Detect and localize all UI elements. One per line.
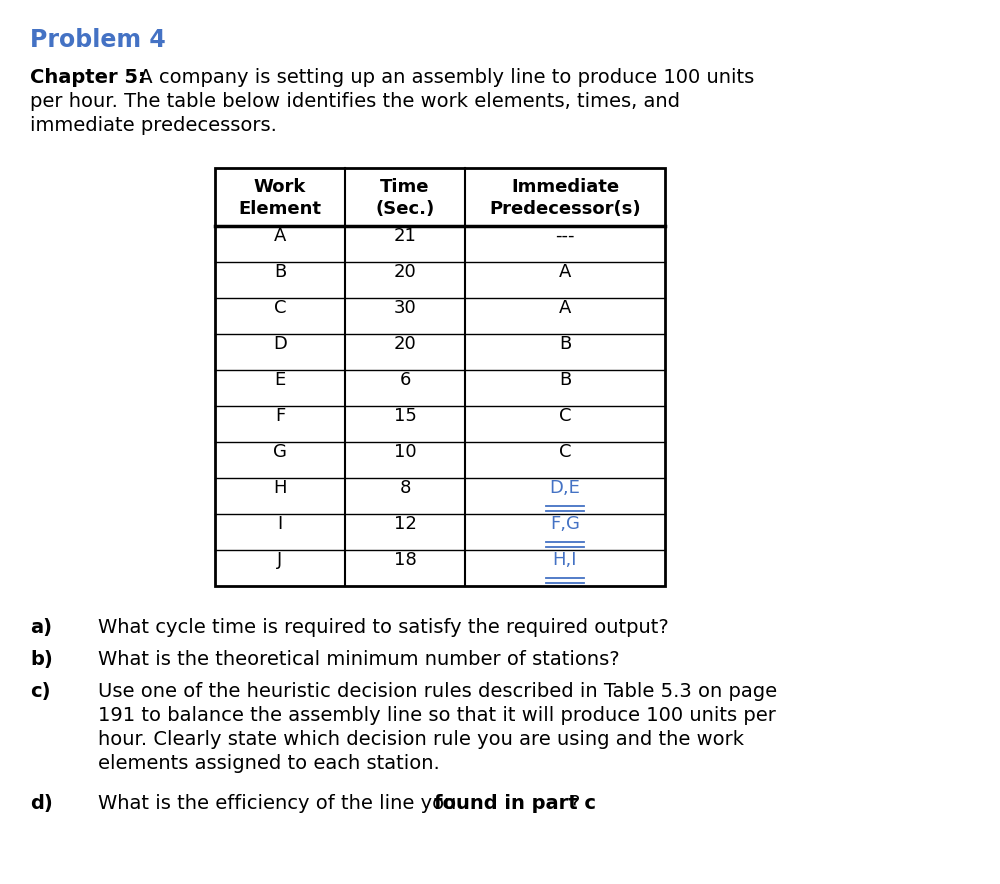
- Text: hour. Clearly state which decision rule you are using and the work: hour. Clearly state which decision rule …: [98, 730, 744, 749]
- Text: F,G: F,G: [550, 515, 580, 533]
- Text: 30: 30: [394, 299, 416, 317]
- Text: I: I: [277, 515, 283, 533]
- Text: 6: 6: [399, 371, 411, 389]
- Text: 12: 12: [394, 515, 416, 533]
- Text: B: B: [559, 371, 571, 389]
- Text: per hour. The table below identifies the work elements, times, and: per hour. The table below identifies the…: [30, 92, 680, 111]
- Text: A company is setting up an assembly line to produce 100 units: A company is setting up an assembly line…: [133, 68, 754, 87]
- Text: Predecessor(s): Predecessor(s): [489, 200, 641, 218]
- Text: B: B: [274, 263, 286, 281]
- Text: 15: 15: [394, 407, 416, 425]
- Text: Problem 4: Problem 4: [30, 28, 166, 52]
- Text: Chapter 5:: Chapter 5:: [30, 68, 146, 87]
- Text: What is the theoretical minimum number of stations?: What is the theoretical minimum number o…: [98, 650, 620, 669]
- Text: Immediate: Immediate: [511, 178, 619, 196]
- Text: 10: 10: [394, 443, 416, 461]
- Text: 21: 21: [394, 227, 416, 245]
- Text: Use one of the heuristic decision rules described in Table 5.3 on page: Use one of the heuristic decision rules …: [98, 682, 777, 701]
- Text: B: B: [559, 335, 571, 353]
- Text: C: C: [559, 443, 571, 461]
- Text: D,E: D,E: [550, 479, 580, 497]
- Text: J: J: [277, 551, 283, 569]
- Text: c): c): [30, 682, 50, 701]
- Text: What cycle time is required to satisfy the required output?: What cycle time is required to satisfy t…: [98, 618, 669, 637]
- Text: A: A: [559, 263, 571, 281]
- Text: Element: Element: [239, 200, 322, 218]
- Text: Time: Time: [380, 178, 430, 196]
- Bar: [215, 168, 665, 586]
- Text: H: H: [273, 479, 287, 497]
- Text: A: A: [559, 299, 571, 317]
- Text: 8: 8: [399, 479, 411, 497]
- Text: D: D: [273, 335, 287, 353]
- Text: 191 to balance the assembly line so that it will produce 100 units per: 191 to balance the assembly line so that…: [98, 706, 776, 725]
- Text: A: A: [274, 227, 286, 245]
- Text: C: C: [559, 407, 571, 425]
- Text: C: C: [274, 299, 286, 317]
- Text: ?: ?: [570, 794, 580, 813]
- Text: F: F: [275, 407, 285, 425]
- Text: Work: Work: [254, 178, 306, 196]
- Text: b): b): [30, 650, 53, 669]
- Text: (Sec.): (Sec.): [375, 200, 435, 218]
- Text: H,I: H,I: [553, 551, 577, 569]
- Text: found in part c: found in part c: [434, 794, 596, 813]
- Text: d): d): [30, 794, 53, 813]
- Text: What is the efficiency of the line you: What is the efficiency of the line you: [98, 794, 463, 813]
- Text: immediate predecessors.: immediate predecessors.: [30, 116, 277, 135]
- Text: 20: 20: [394, 263, 416, 281]
- Text: G: G: [273, 443, 287, 461]
- Text: a): a): [30, 618, 52, 637]
- Text: elements assigned to each station.: elements assigned to each station.: [98, 754, 440, 773]
- Text: 18: 18: [394, 551, 416, 569]
- Text: 20: 20: [394, 335, 416, 353]
- Text: E: E: [274, 371, 286, 389]
- Text: ---: ---: [555, 227, 575, 245]
